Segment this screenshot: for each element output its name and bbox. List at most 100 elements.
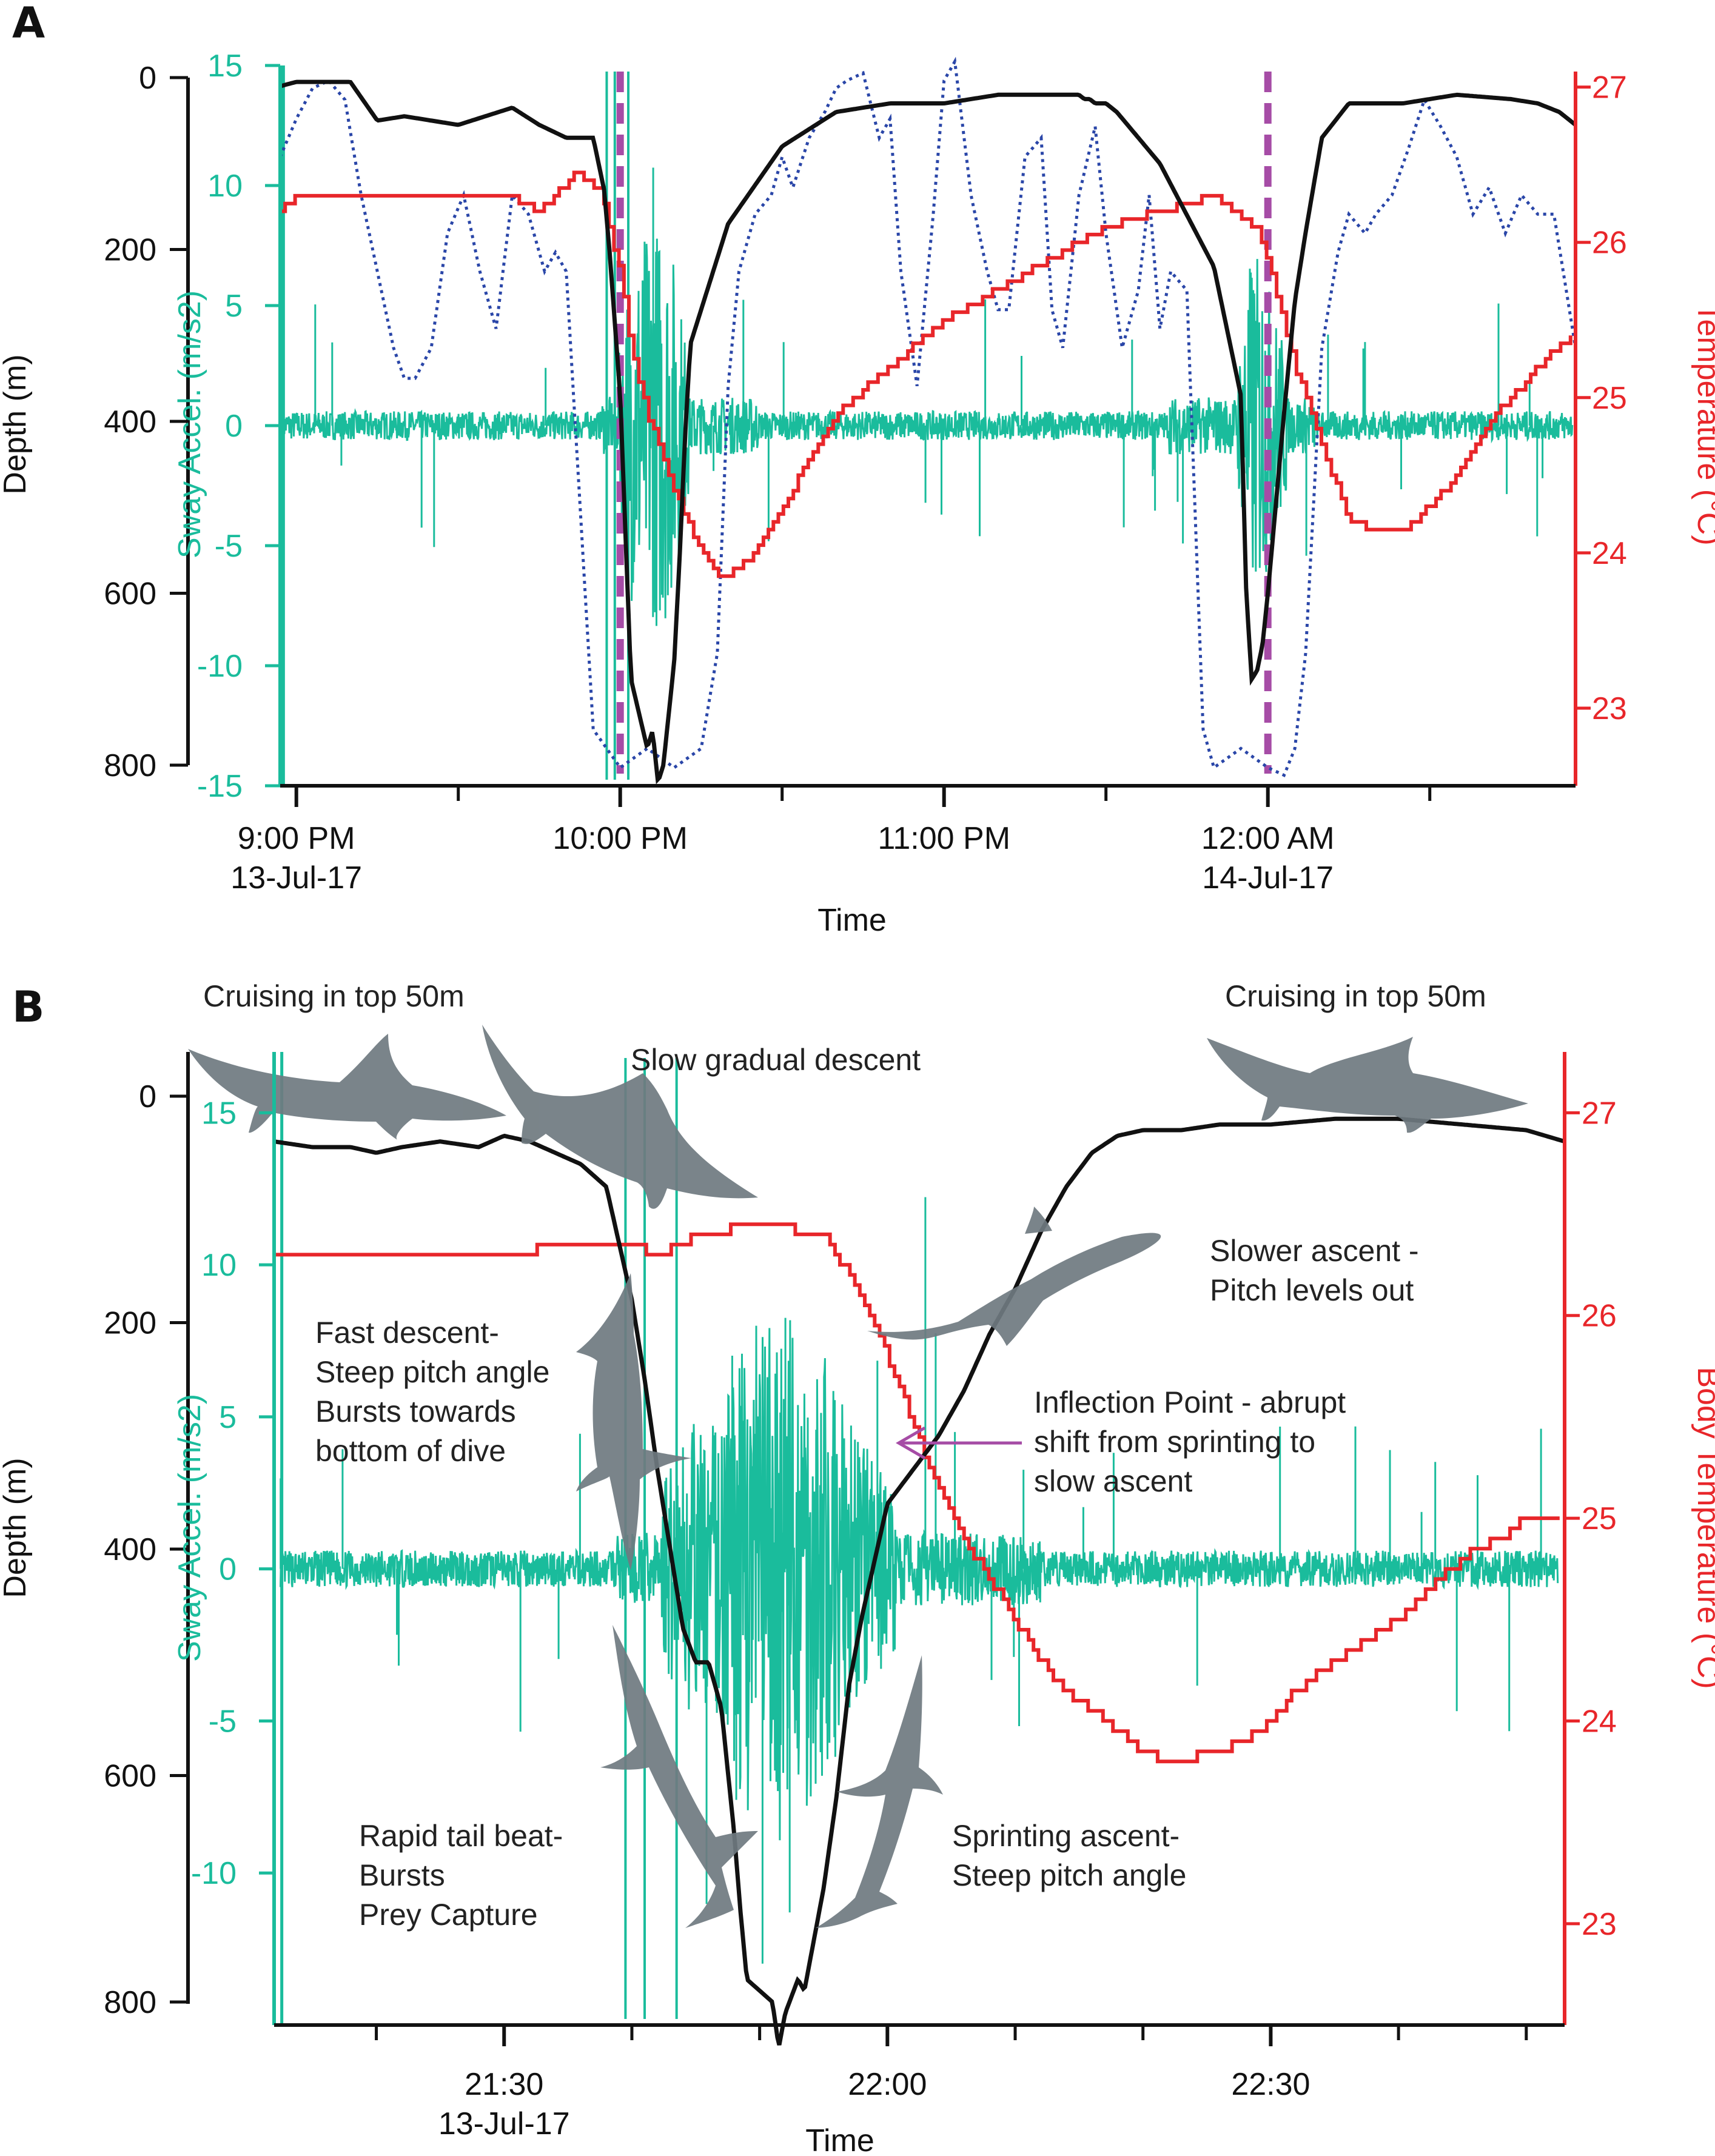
panel-a-letter: A — [12, 0, 45, 48]
time-tick-label: 22:30 — [1231, 2067, 1310, 2102]
shark-icon — [600, 1625, 758, 1928]
depth-tick-label: 600 — [104, 577, 156, 612]
panel-b-time-label: Time — [805, 2123, 874, 2156]
panel-b-plot — [274, 1052, 1566, 2046]
depth-tick-label: 0 — [139, 1079, 156, 1114]
panel-b-depth-ticks: 0 200 400 600 800 — [104, 1079, 188, 2020]
shark-icon — [1207, 1037, 1528, 1133]
annotation-sprint-line2: Steep pitch angle — [952, 1858, 1186, 1892]
shark-icon — [576, 1273, 691, 1570]
panel-a-depth-line — [280, 79, 1577, 785]
temp-tick-label: 24 — [1592, 536, 1627, 571]
sway-tick-label: 10 — [207, 169, 243, 204]
sway-tick-label: -15 — [197, 769, 243, 804]
temp-tick-label: 23 — [1592, 691, 1627, 726]
annotation-inflection-line1: Inflection Point - abrupt — [1034, 1385, 1346, 1419]
panel-b-temp-ticks: 27 26 25 24 23 — [1565, 1096, 1617, 1942]
shark-icon — [867, 1207, 1161, 1346]
panel-b-temp-label: Body Temperature (°C) — [1691, 1367, 1715, 1689]
annotation-fast-descent-line2: Steep pitch angle — [315, 1355, 549, 1389]
panel-a-time-ticks: 9:00 PM 13-Jul-17 10:00 PM 11:00 PM 12:00 AM… — [230, 786, 1432, 896]
temp-tick-label: 26 — [1582, 1299, 1617, 1334]
time-tick-sublabel: 14-Jul-17 — [1202, 860, 1334, 896]
panel-a-temp-label: Temperature (°C) — [1691, 303, 1715, 545]
panel-b-annotations: Cruising in top 50m Cruising in top 50m … — [203, 979, 1486, 1932]
sway-tick-label: -5 — [215, 529, 243, 564]
time-tick-label: 11:00 PM — [878, 821, 1010, 856]
panel-a-pitch-line — [278, 56, 1577, 777]
annotation-fast-descent-line3: Bursts towards — [315, 1394, 516, 1428]
inflection-arrow — [896, 1426, 1022, 1460]
panel-b: B Cruising in top 50m Cruising in top 50… — [0, 979, 1715, 2156]
annotation-slower-ascent-line1: Slower ascent - — [1210, 1234, 1419, 1268]
sway-tick-label: 5 — [225, 289, 243, 324]
panel-a-sway-layer — [281, 65, 1574, 786]
panel-b-letter: B — [12, 982, 44, 1032]
panel-a-temperature-line — [280, 170, 1572, 578]
sway-tick-label: -5 — [209, 1704, 237, 1739]
depth-tick-label: 800 — [104, 748, 156, 783]
sway-tick-label: 10 — [201, 1248, 237, 1283]
panel-a-sway-label: Sway Accel. (m/s2) — [172, 290, 207, 558]
depth-tick-label: 0 — [139, 61, 156, 96]
time-tick-sublabel: 13-Jul-17 — [438, 2106, 570, 2141]
panel-a-temp-ticks: 27 26 25 24 23 — [1576, 70, 1627, 726]
annotation-inflection-line2: shift from sprinting to — [1034, 1425, 1315, 1459]
time-tick-label: 21:30 — [465, 2067, 543, 2102]
panel-b-sway-layer — [280, 1052, 1559, 2025]
panel-b-time-ticks: 21:30 13-Jul-17 22:00 22:30 — [375, 2025, 1528, 2141]
time-tick-sublabel: 13-Jul-17 — [230, 860, 362, 896]
time-tick-label: 9:00 PM — [238, 821, 355, 856]
temp-tick-label: 24 — [1582, 1704, 1617, 1739]
temp-tick-label: 23 — [1582, 1907, 1617, 1942]
sway-tick-label: 15 — [201, 1096, 237, 1131]
panel-a-time-label: Time — [817, 903, 887, 938]
sway-tick-label: -10 — [191, 1856, 237, 1891]
panel-b-depth-line — [274, 1116, 1566, 2046]
depth-tick-label: 400 — [104, 1532, 156, 1567]
time-tick-label: 12:00 AM — [1201, 821, 1335, 856]
annotation-inflection-line3: slow ascent — [1034, 1464, 1192, 1498]
shark-silhouettes — [188, 1025, 1528, 1928]
panel-a-plot — [278, 56, 1577, 786]
panel-b-sway-ticks: 15 10 5 0 -5 -10 — [191, 1096, 274, 1891]
depth-tick-label: 400 — [104, 404, 156, 440]
temp-tick-label: 27 — [1592, 70, 1627, 105]
depth-tick-label: 600 — [104, 1759, 156, 1794]
annotation-rapid-line3: Prey Capture — [359, 1898, 538, 1932]
panel-a-sway-ticks: 15 10 5 0 -5 -10 -15 — [197, 49, 280, 804]
sway-tick-label: 0 — [219, 1552, 237, 1587]
sway-accel-trace — [280, 1320, 1559, 1841]
annotation-slow-descent: Slow gradual descent — [631, 1043, 921, 1077]
shark-icon — [482, 1025, 758, 1209]
panel-b-temperature-line — [274, 1222, 1560, 1764]
panel-a-depth-label: Depth (m) — [0, 354, 33, 494]
annotation-fast-descent-line1: Fast descent- — [315, 1316, 499, 1350]
temp-tick-label: 26 — [1592, 226, 1627, 261]
panel-b-sway-label: Sway Accel. (m/s2) — [172, 1394, 207, 1662]
depth-tick-label: 200 — [104, 233, 156, 268]
temp-tick-label: 25 — [1582, 1501, 1617, 1536]
temp-tick-label: 25 — [1592, 381, 1627, 416]
panel-a-depth-ticks: 0 200 400 600 800 — [104, 61, 188, 783]
annotation-sprint-line1: Sprinting ascent- — [952, 1819, 1180, 1853]
panel-b-depth-label: Depth (m) — [0, 1458, 33, 1598]
sway-tick-label: 0 — [225, 409, 243, 444]
sway-tick-label: 5 — [219, 1400, 237, 1435]
annotation-rapid-line2: Bursts — [359, 1858, 445, 1892]
annotation-fast-descent-line4: bottom of dive — [315, 1434, 506, 1468]
temp-tick-label: 27 — [1582, 1096, 1617, 1131]
sway-accel-trace — [281, 238, 1574, 626]
annotation-cruising-left: Cruising in top 50m — [203, 979, 465, 1013]
depth-tick-label: 200 — [104, 1306, 156, 1341]
annotation-slower-ascent-line2: Pitch levels out — [1210, 1273, 1414, 1307]
annotation-cruising-right: Cruising in top 50m — [1225, 979, 1486, 1013]
annotation-rapid-line1: Rapid tail beat- — [359, 1819, 563, 1853]
depth-tick-label: 800 — [104, 1985, 156, 2020]
shark-icon — [816, 1655, 943, 1928]
time-tick-label: 22:00 — [848, 2067, 927, 2102]
sway-tick-label: 15 — [207, 49, 243, 84]
sway-tick-label: -10 — [197, 649, 243, 684]
time-tick-label: 10:00 PM — [552, 821, 688, 856]
